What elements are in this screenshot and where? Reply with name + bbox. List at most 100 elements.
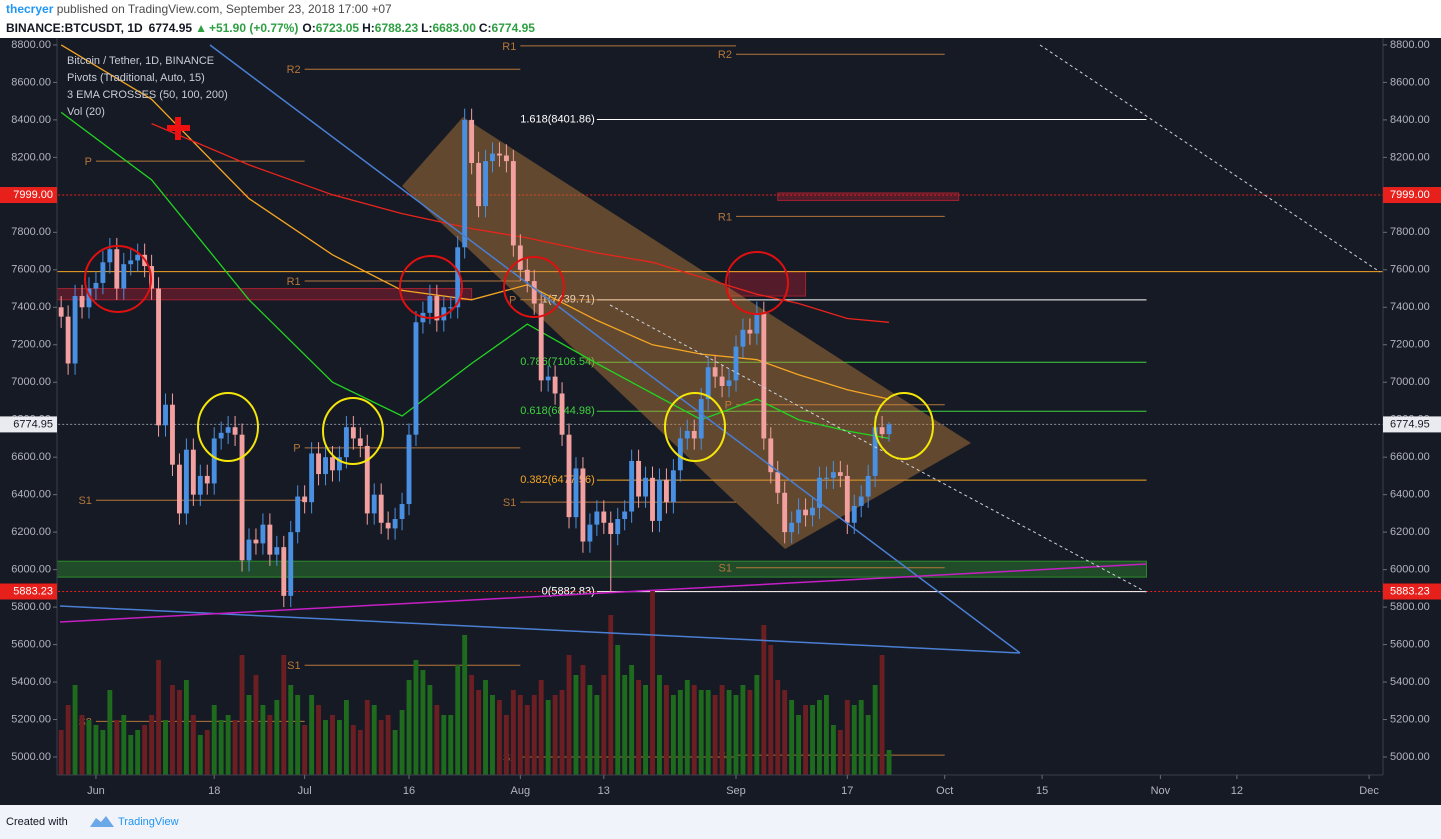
candle-body [830, 472, 836, 478]
volume-bar [281, 655, 287, 775]
y-tick-label: 5600.00 [1390, 638, 1430, 650]
price-tag [0, 187, 57, 204]
candle-body [343, 427, 349, 458]
candle-body [566, 434, 572, 518]
candle-body [719, 376, 725, 386]
fib-label: 0.618(6844.98) [520, 405, 595, 417]
volume-bar [371, 705, 377, 775]
trendline [59, 563, 1147, 623]
volume-bar [517, 695, 523, 775]
volume-bar [796, 715, 802, 775]
candle-body [594, 511, 600, 525]
candle-body [364, 445, 370, 514]
pivot-label: S1 [78, 495, 91, 507]
candle-body [622, 511, 628, 520]
y-tick-label: 6000.00 [1390, 564, 1430, 576]
legend: Bitcoin / Tether, 1D, BINANCE Pivots (Tr… [67, 55, 228, 118]
candle-body [573, 468, 579, 518]
volume-bar [183, 680, 189, 775]
y-tick-label: 8200.00 [1390, 151, 1430, 163]
y-tick-label: 6600.00 [1390, 451, 1430, 463]
volume-bar [65, 705, 71, 775]
y-tick-label: 5000.00 [11, 751, 51, 763]
yellow-circle [197, 392, 259, 462]
data-layer [58, 44, 892, 775]
red-circle [84, 245, 152, 313]
volume-bar [142, 725, 148, 775]
candle-body [65, 316, 71, 364]
volume-bar [218, 720, 224, 775]
pivot-label: R1 [502, 41, 516, 53]
tv-logo[interactable] [90, 816, 114, 827]
volume-bar [858, 700, 864, 775]
volume-bar [107, 690, 113, 775]
candle-body [385, 522, 391, 529]
x-tick-label: Nov [1151, 785, 1171, 797]
legend-item: Bitcoin / Tether, 1D, BINANCE [67, 55, 214, 67]
y-tick-label: 8800.00 [1390, 39, 1430, 51]
volume-bar [719, 685, 725, 775]
volume-bar [587, 685, 593, 775]
candle-body [350, 427, 356, 439]
y-tick-label: 7200.00 [11, 339, 51, 351]
x-tick-label: 17 [841, 785, 853, 797]
volume-bar [274, 700, 280, 775]
volume-bar [497, 700, 502, 775]
ohlc-value: 6683.00 [432, 21, 476, 35]
pivot-label: R2 [718, 49, 732, 61]
candle-body [288, 532, 294, 596]
pivot-label: S1 [287, 660, 300, 672]
y-tick-label: 6600.00 [11, 451, 51, 463]
pivot-label: P [293, 443, 300, 455]
y-tick-label: 7600.00 [11, 264, 51, 276]
candle-body [170, 404, 175, 465]
pivot-label: S1 [719, 563, 732, 575]
volume-bar [420, 670, 426, 775]
candle-body [615, 519, 621, 535]
trendline [209, 44, 1021, 654]
volume-bar [330, 715, 335, 775]
candle-body [274, 547, 280, 555]
volume-bar [135, 730, 141, 775]
zone [728, 271, 807, 297]
y-tick-label: 8600.00 [1390, 76, 1430, 88]
volume-bar [350, 725, 356, 775]
volume-bar [559, 690, 565, 775]
y-tick-label: 6200.00 [11, 526, 51, 538]
y-tick-label: 7400.00 [1390, 301, 1430, 313]
volume-bar [531, 695, 537, 775]
y-tick-label: 5000.00 [1390, 751, 1430, 763]
volume-bar [851, 705, 857, 775]
volume-bar [782, 690, 788, 775]
candle-body [455, 247, 461, 308]
y-tick-label: 8800.00 [11, 39, 51, 51]
volume-bar [476, 690, 482, 775]
candle-body [552, 376, 558, 394]
candle-body [837, 472, 843, 476]
fib-label: 1.618(8401.86) [520, 113, 595, 125]
volume-bar [817, 700, 822, 775]
candle-body [733, 346, 739, 381]
candle-body [183, 449, 189, 514]
y-tick-label: 8400.00 [1390, 114, 1430, 126]
author[interactable]: thecryer [6, 2, 54, 16]
y-tick-label: 5400.00 [1390, 676, 1430, 688]
x-tick-label: Dec [1359, 785, 1379, 797]
volume-bar [337, 720, 342, 775]
y-tick-label: 6400.00 [1390, 489, 1430, 501]
candle-body [357, 438, 363, 446]
footer-brand[interactable]: TradingView [118, 816, 179, 828]
volume-bar [503, 715, 509, 775]
volume-bar [267, 715, 273, 775]
candle-body [107, 249, 113, 263]
candle-body [698, 399, 704, 439]
candle-body [100, 262, 106, 283]
candle-body [740, 329, 746, 347]
candle-body [79, 296, 85, 308]
last-price: 6774.95 [149, 21, 193, 35]
candle-body [663, 479, 669, 503]
footer-created: Created with [6, 816, 68, 828]
candle-body [712, 367, 718, 377]
volume-bar [545, 700, 551, 775]
